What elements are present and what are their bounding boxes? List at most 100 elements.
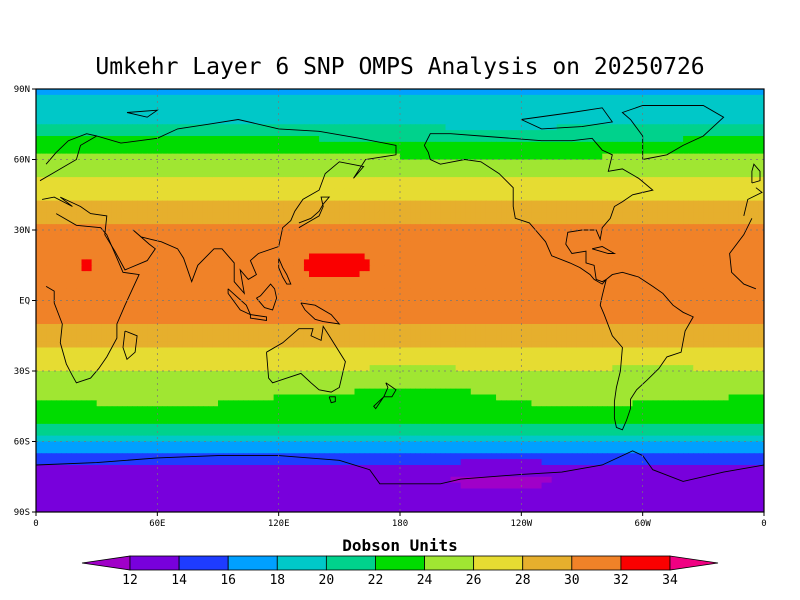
field-cell	[167, 94, 174, 102]
field-cell	[86, 230, 93, 237]
field-cell	[410, 265, 416, 272]
field-cell	[293, 106, 300, 114]
field-cell	[698, 106, 704, 114]
field-cell	[642, 171, 649, 178]
field-cell	[561, 277, 568, 284]
field-cell	[667, 241, 674, 249]
field-cell	[238, 153, 244, 161]
field-cell	[698, 206, 704, 213]
field-cell	[420, 89, 426, 96]
field-cell	[440, 253, 447, 260]
field-cell	[410, 106, 416, 114]
field-cell	[678, 183, 684, 190]
field-cell	[713, 153, 720, 161]
field-cell	[718, 200, 725, 208]
field-cell	[303, 188, 310, 196]
field-cell	[278, 282, 285, 290]
field-cell	[455, 288, 462, 296]
field-cell	[106, 136, 113, 143]
field-cell	[223, 235, 229, 243]
field-cell	[627, 100, 634, 108]
field-cell	[465, 100, 472, 108]
field-cell	[506, 218, 512, 225]
field-cell	[491, 241, 497, 249]
field-cell	[91, 212, 98, 219]
field-cell	[51, 124, 57, 131]
field-cell	[546, 200, 553, 208]
field-cell	[293, 130, 300, 137]
field-cell	[314, 89, 320, 96]
field-cell	[334, 265, 340, 272]
field-cell	[374, 271, 381, 278]
field-cell	[430, 112, 436, 119]
field-cell	[36, 265, 42, 272]
field-cell	[526, 277, 533, 284]
field-cell	[738, 241, 745, 249]
field-cell	[344, 112, 351, 119]
field-cell	[293, 253, 300, 260]
field-cell	[121, 271, 128, 278]
field-cell	[197, 89, 204, 96]
field-cell	[309, 288, 315, 296]
field-cell	[36, 271, 42, 278]
field-cell	[268, 165, 275, 172]
field-cell	[132, 183, 138, 190]
field-cell	[268, 194, 275, 202]
field-cell	[551, 206, 558, 213]
field-cell	[516, 247, 522, 255]
field-cell	[420, 159, 426, 166]
field-cell	[187, 206, 194, 213]
field-cell	[475, 153, 482, 161]
field-cell	[354, 200, 361, 208]
field-cell	[566, 171, 573, 178]
field-cell	[465, 282, 472, 290]
field-cell	[324, 165, 330, 172]
field-cell	[632, 183, 639, 190]
field-cell	[506, 141, 512, 149]
field-cell	[465, 212, 472, 219]
field-cell	[137, 282, 143, 290]
field-cell	[258, 271, 265, 278]
field-cell	[511, 282, 517, 290]
field-cell	[81, 94, 88, 102]
field-cell	[405, 241, 411, 249]
field-cell	[597, 282, 603, 290]
field-cell	[384, 141, 391, 149]
field-cell	[733, 100, 740, 108]
field-cell	[632, 247, 639, 255]
field-cell	[76, 153, 83, 161]
field-cell	[142, 124, 148, 131]
field-cell	[76, 183, 83, 190]
field-cell	[587, 200, 593, 208]
field-cell	[268, 106, 275, 114]
field-cell	[339, 171, 345, 178]
field-cell	[359, 259, 366, 266]
field-cell	[162, 282, 169, 290]
field-cell	[703, 171, 709, 178]
field-cell	[400, 159, 406, 166]
field-cell	[556, 112, 563, 119]
field-cell	[263, 118, 270, 125]
field-cell	[101, 288, 108, 296]
field-cell	[612, 118, 618, 125]
field-cell	[51, 247, 57, 255]
field-cell	[379, 188, 386, 196]
field-cell	[278, 183, 285, 190]
field-cell	[167, 271, 174, 278]
field-cell	[491, 177, 497, 184]
field-cell	[708, 235, 715, 243]
field-cell	[582, 141, 588, 149]
field-cell	[354, 100, 361, 108]
field-cell	[197, 171, 204, 178]
field-cell	[733, 89, 740, 96]
field-cell	[612, 241, 618, 249]
field-cell	[415, 165, 421, 172]
field-cell	[116, 141, 123, 149]
field-cell	[501, 194, 507, 202]
field-cell	[566, 265, 573, 272]
field-cell	[667, 118, 674, 125]
field-cell	[683, 89, 689, 96]
field-cell	[218, 224, 224, 231]
field-cell	[86, 271, 93, 278]
field-cell	[197, 147, 204, 155]
